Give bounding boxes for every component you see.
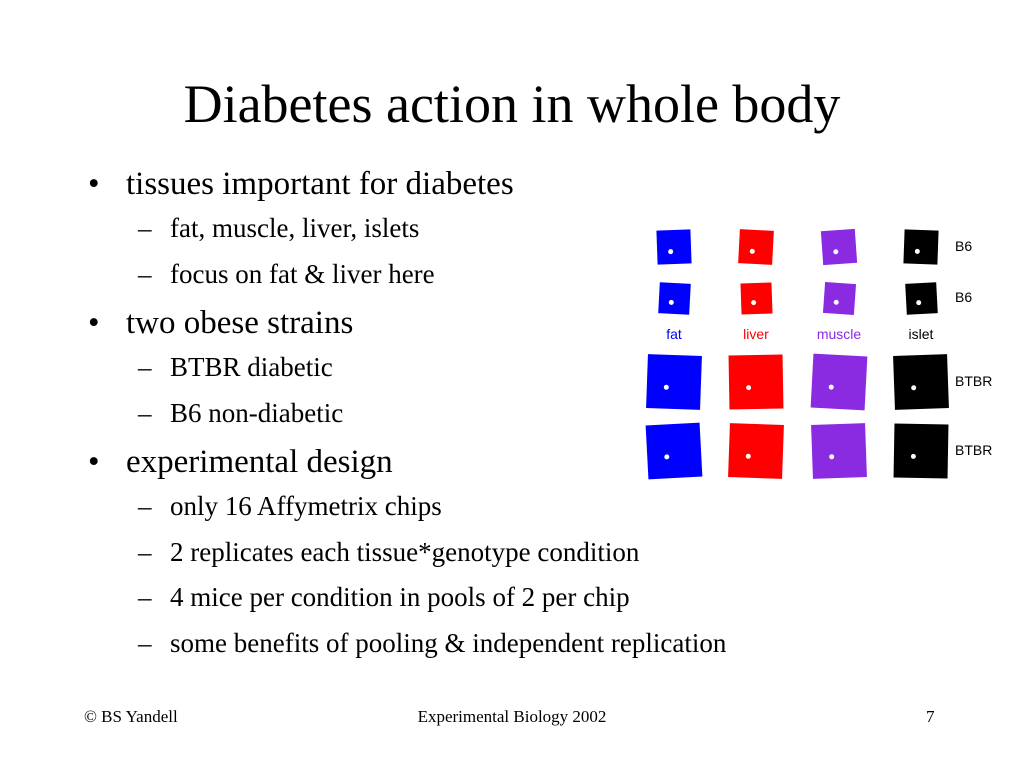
row-label: B6: [955, 289, 973, 305]
sub-bullet-text: fat, muscle, liver, islets: [170, 213, 420, 243]
bullet-text: two obese strains: [126, 305, 354, 341]
chip-muscle-btbr: [810, 353, 868, 411]
sub-bullet-text: 2 replicates each tissue*genotype condit…: [170, 536, 640, 567]
sub-bullet-text: 4 mice per condition in pools of 2 per c…: [170, 582, 630, 612]
tissue-label-fat: fat: [666, 326, 682, 342]
chip-fat-btbr: [645, 422, 703, 480]
bullet-item: • experimental design: [88, 440, 908, 484]
footer-event: Experimental Biology 2002: [417, 707, 607, 726]
dash-icon: –: [138, 582, 152, 612]
chip-spot: [749, 248, 755, 254]
row-label: B6: [955, 238, 973, 254]
sub-bullet-item: – focus on fat & liver here: [88, 252, 908, 298]
chip-muscle-b6: [822, 281, 856, 315]
row-label: BTBR: [955, 442, 993, 458]
dash-icon: –: [138, 491, 152, 521]
chip-spot: [828, 384, 835, 390]
chip-spot: [911, 453, 917, 459]
chip-liver-btbr: [728, 354, 784, 410]
dash-icon: –: [138, 397, 152, 428]
chip-spot: [829, 453, 835, 460]
dash-icon: –: [138, 536, 152, 567]
chip-spot: [833, 248, 839, 255]
chip-fat-b6: [656, 229, 692, 265]
bullet-list: • tissues important for diabetes – fat, mu…: [88, 158, 908, 666]
slide-title: Diabetes action in whole body: [183, 74, 841, 134]
tissue-label-muscle: muscle: [816, 326, 862, 342]
tissue-label-islet: islet: [908, 326, 934, 342]
chip-islet-btbr: [893, 423, 949, 479]
dash-icon: –: [138, 352, 152, 382]
footer-author: © BS Yandell: [84, 707, 178, 726]
dash-icon: –: [138, 258, 152, 289]
bullet-item: • two obese strains: [88, 301, 908, 345]
chip-muscle-b6: [820, 228, 858, 266]
bullet-icon: •: [88, 444, 100, 480]
bullet-text: experimental design: [126, 444, 393, 480]
sub-bullet-text: focus on fat & liver here: [170, 258, 435, 289]
chip-liver-b6: [739, 281, 773, 315]
chip-fat-b6: [657, 281, 691, 315]
chip-spot: [668, 299, 674, 305]
chip-islet-btbr: [893, 354, 949, 410]
sub-bullet-text: some benefits of pooling & independent r…: [170, 627, 727, 658]
sub-bullet-item: – B6 non-diabetic: [88, 391, 908, 437]
chip-spot: [667, 248, 674, 254]
footer-page-number: 7: [926, 707, 935, 726]
chip-islet-b6: [903, 229, 939, 265]
chip-muscle-btbr: [811, 423, 867, 479]
sub-bullet-item: –2 replicates each tissue*genotype condi…: [88, 530, 908, 576]
chip-spot: [664, 384, 670, 390]
sub-bullet-text: BTBR diabetic: [170, 352, 333, 382]
sub-bullet-item: – BTBR diabetic: [88, 345, 908, 391]
microarray-chip-diagram: B6 B6 BTBR BTBR fat liver muscle islet: [640, 222, 1010, 487]
chip-spot: [915, 299, 921, 305]
chip-spot: [832, 299, 839, 305]
sub-bullet-item: –4 mice per condition in pools of 2 per …: [88, 575, 908, 621]
tissue-label-liver: liver: [743, 326, 769, 342]
chip-fat-btbr: [646, 354, 702, 410]
chip-spot: [911, 384, 917, 391]
chip-spot: [746, 384, 752, 390]
chip-spot: [914, 248, 920, 254]
chip-islet-b6: [904, 281, 938, 315]
sub-bullet-item: – fat, muscle, liver, islets: [88, 206, 908, 252]
chip-liver-btbr: [728, 423, 784, 479]
sub-bullet-item: – only 16 Affymetrix chips: [88, 484, 908, 530]
chip-liver-b6: [738, 229, 774, 265]
dash-icon: –: [138, 213, 152, 243]
chip-spot: [750, 299, 756, 305]
sub-bullet-text: B6 non-diabetic: [170, 397, 344, 428]
bullet-text: tissues important for diabetes: [126, 166, 514, 202]
bullet-icon: •: [88, 305, 100, 341]
sub-bullet-text: only 16 Affymetrix chips: [170, 491, 442, 521]
sub-bullet-item: – some benefits of pooling & independent …: [88, 621, 908, 667]
dash-icon: –: [138, 627, 152, 658]
bullet-icon: •: [88, 166, 100, 202]
row-label: BTBR: [955, 373, 993, 389]
chip-spot: [664, 453, 670, 460]
bullet-item: • tissues important for diabetes: [88, 162, 908, 206]
chip-spot: [746, 453, 752, 459]
